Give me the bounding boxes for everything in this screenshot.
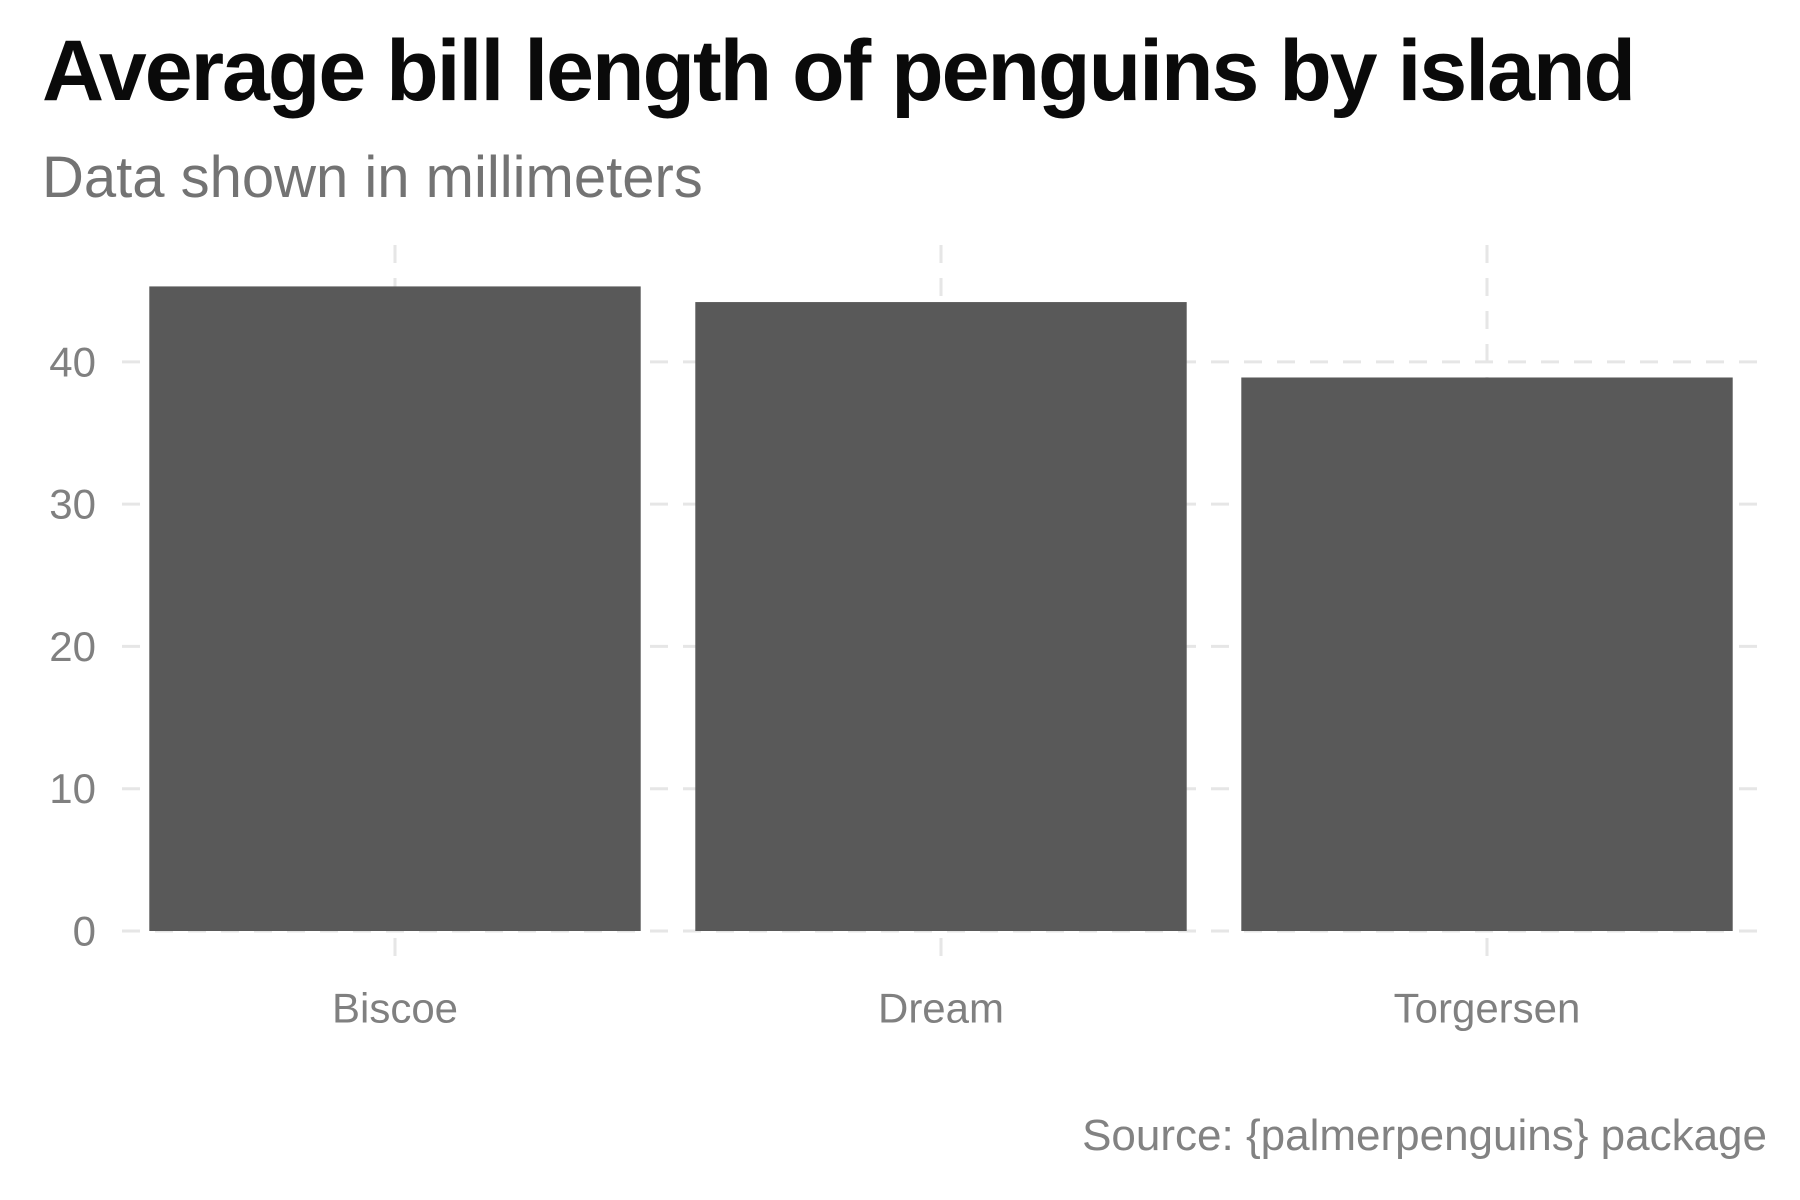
x-axis-ticks: Biscoe Dream Torgersen: [332, 985, 1580, 1032]
chart-title: Average bill length of penguins by islan…: [42, 23, 1636, 119]
y-tick-label: 0: [73, 908, 96, 955]
bars: [149, 286, 1733, 932]
y-tick-label: 10: [49, 765, 96, 812]
bar-dream: [695, 302, 1187, 932]
x-tick-label: Biscoe: [332, 985, 458, 1032]
x-tick-label: Dream: [878, 985, 1004, 1032]
y-tick-label: 30: [49, 481, 96, 528]
bar-torgersen: [1241, 377, 1733, 931]
y-tick-label: 20: [49, 623, 96, 670]
chart-caption: Source: {palmerpenguins} package: [1082, 1111, 1767, 1160]
bar-biscoe: [149, 286, 641, 931]
x-tick-label: Torgersen: [1394, 985, 1581, 1032]
y-axis-ticks: 0 10 20 30 40: [49, 338, 96, 954]
chart-subtitle: Data shown in millimeters: [42, 145, 703, 210]
y-tick-label: 40: [49, 338, 96, 385]
